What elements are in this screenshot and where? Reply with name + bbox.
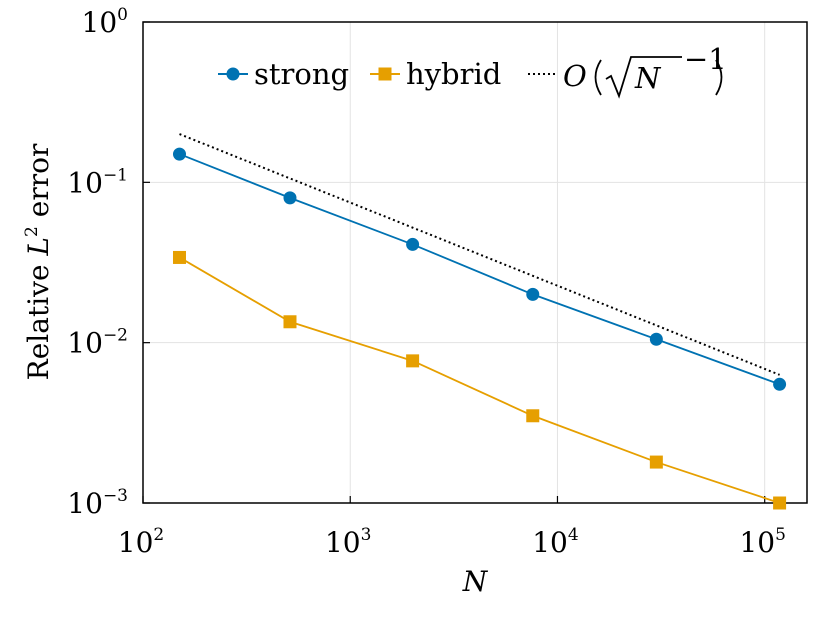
data-point-hybrid xyxy=(172,250,186,264)
legend-strong-marker xyxy=(226,67,240,81)
legend-sqrt-sign xyxy=(605,56,682,99)
y-axis-label-prefix: Relative xyxy=(22,256,55,381)
series-line-strong xyxy=(179,153,780,386)
data-point-hybrid xyxy=(773,496,787,510)
axis-ticks: 102 103 104 105 100 10−1 10−2 10−3 xyxy=(67,5,786,559)
series-line-hybrid xyxy=(179,256,780,504)
y-axis-label-superscript: 2 xyxy=(22,226,42,237)
x-axis-label: N xyxy=(462,565,489,598)
data-point-strong xyxy=(773,377,787,391)
legend-reference-n: N xyxy=(634,61,662,95)
x-tick-label: 103 xyxy=(325,525,371,559)
y-axis-label: Relative L2 error xyxy=(22,143,55,380)
y-tick-label: 10−2 xyxy=(67,326,128,360)
data-point-strong xyxy=(526,287,540,301)
data-point-hybrid xyxy=(526,409,540,423)
legend-right-paren xyxy=(715,59,723,96)
legend-hybrid-label: hybrid xyxy=(406,57,501,91)
x-tick-label: 105 xyxy=(739,525,785,559)
data-point-hybrid xyxy=(649,455,663,469)
data-point-strong xyxy=(283,191,297,205)
x-tick-label: 104 xyxy=(532,525,578,559)
y-tick-label: 10−3 xyxy=(67,486,128,520)
legend-reference-o: O xyxy=(563,59,587,93)
y-tick-label: 10−1 xyxy=(67,165,128,199)
x-tick-label: 102 xyxy=(118,525,164,559)
legend: strong hybrid O N −1 xyxy=(218,42,727,99)
data-point-strong xyxy=(172,147,186,161)
legend-item-strong: strong xyxy=(218,57,349,91)
data-point-strong xyxy=(649,332,663,346)
plot-frame xyxy=(142,21,808,504)
series-layer xyxy=(172,133,787,510)
legend-item-reference: O N −1 xyxy=(528,42,727,99)
y-tick-label: 100 xyxy=(82,5,128,39)
y-axis-label-suffix: error xyxy=(22,143,55,226)
legend-strong-label: strong xyxy=(254,57,349,91)
legend-reference-exponent: −1 xyxy=(684,42,727,76)
legend-hybrid-marker xyxy=(378,67,392,81)
data-point-hybrid xyxy=(283,315,297,329)
data-point-strong xyxy=(406,237,420,251)
data-point-hybrid xyxy=(406,354,420,368)
y-axis-label-symbol: L xyxy=(22,237,55,257)
legend-left-paren xyxy=(594,59,602,96)
legend-item-hybrid: hybrid xyxy=(370,57,501,91)
